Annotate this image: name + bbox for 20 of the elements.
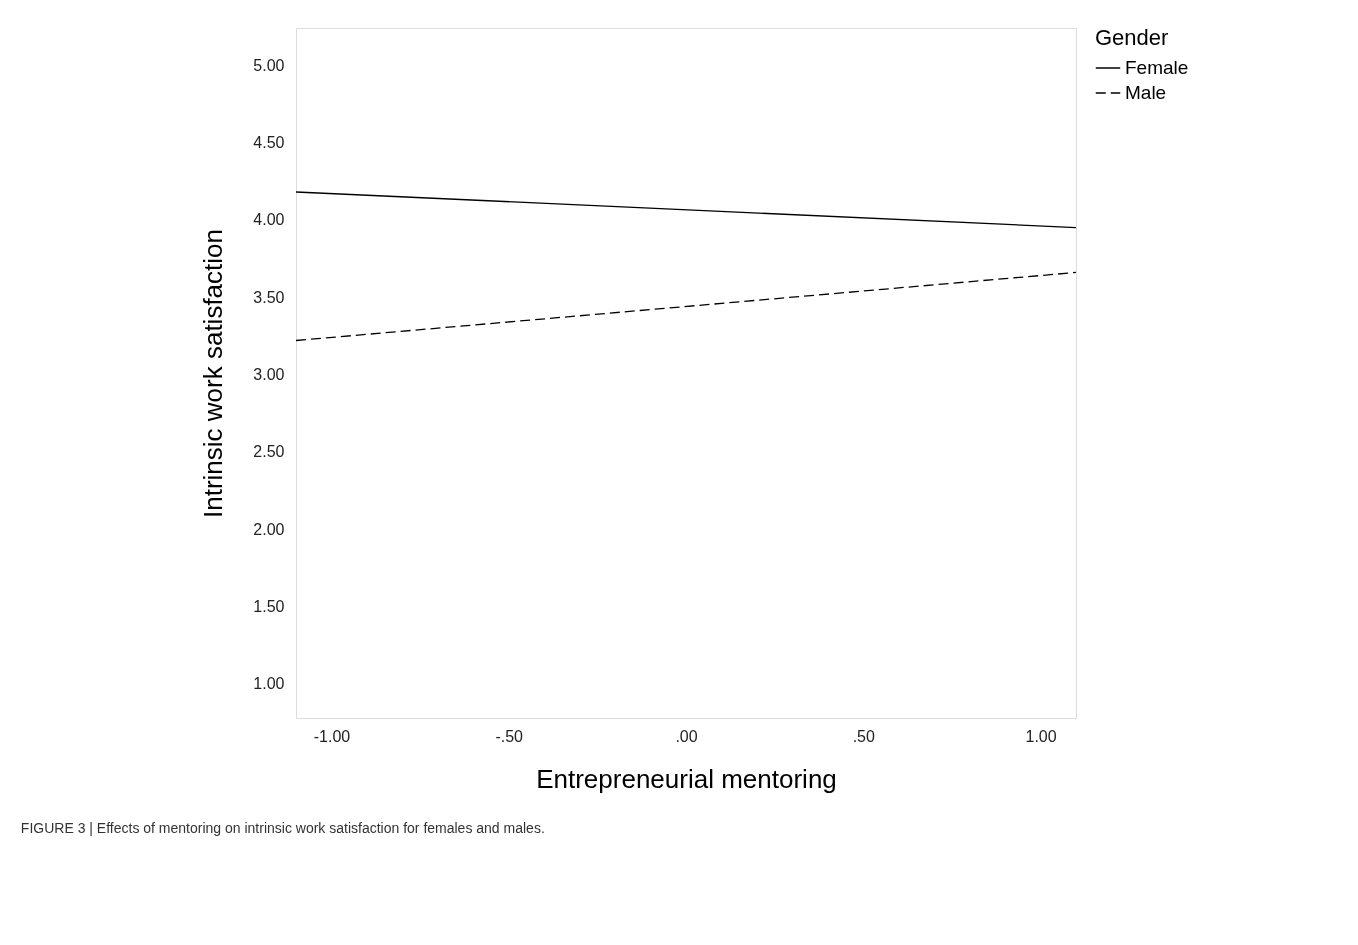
y-tick-label: 1.00 bbox=[253, 675, 285, 693]
x-tick-label: .50 bbox=[852, 727, 875, 745]
y-axis-title: Intrinsic work satisfaction bbox=[198, 229, 229, 518]
y-tick-label: 2.00 bbox=[253, 520, 285, 538]
y-tick-label: 3.00 bbox=[253, 366, 285, 384]
y-tick-label: 1.50 bbox=[253, 598, 285, 616]
y-tick-label: 4.00 bbox=[253, 211, 285, 229]
legend-title: Gender bbox=[1095, 25, 1169, 50]
legend-label: Male bbox=[1125, 82, 1167, 103]
y-tick-label: 5.00 bbox=[253, 56, 285, 74]
y-tick-label: 2.50 bbox=[253, 443, 285, 461]
y-tick-label: 3.50 bbox=[253, 288, 285, 306]
caption: FIGURE 3 | Effects of mentoring on intrinsic work satisfaction for females and males. bbox=[20, 820, 545, 836]
legend-label: Female bbox=[1125, 57, 1189, 78]
x-tick-label: .00 bbox=[675, 727, 698, 745]
x-tick-label: -.50 bbox=[495, 727, 524, 745]
x-tick-label: 1.00 bbox=[1025, 727, 1057, 745]
x-tick-label: -1.00 bbox=[313, 727, 351, 745]
x-axis-title: Entrepreneurial mentoring bbox=[536, 763, 837, 794]
y-tick-label: 4.50 bbox=[253, 133, 285, 151]
